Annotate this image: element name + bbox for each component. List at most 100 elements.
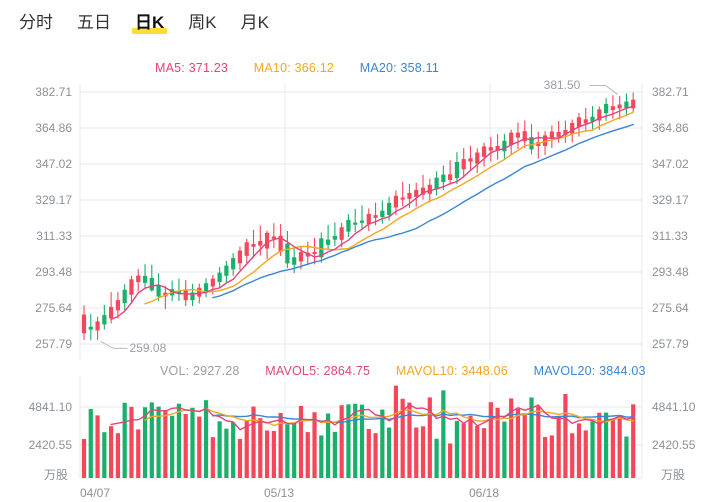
volume-bar (570, 433, 575, 478)
volume-bar (542, 436, 548, 478)
candle-body (339, 227, 344, 240)
tab-label: 日K (135, 12, 165, 32)
volume-bar (339, 405, 344, 478)
volume-bar (461, 423, 466, 478)
volume-bar (88, 409, 93, 478)
ma20-line (212, 123, 634, 299)
candle-body (441, 174, 446, 182)
candle-body (190, 292, 195, 301)
candle-body (353, 222, 358, 225)
volume-bar (583, 430, 588, 478)
volume-unit-right: 万股 (661, 468, 686, 482)
candle-body (244, 242, 249, 256)
volume-bar (495, 407, 500, 478)
price-axis-tick-left: 347.02 (35, 156, 72, 171)
volume-bar (631, 404, 636, 478)
ma10-legend-value: MA10: 366.12 (253, 61, 335, 75)
volume-bar (359, 404, 365, 478)
price-axis-tick-right: 311.33 (652, 228, 688, 243)
candle-body (481, 146, 487, 157)
volume-bar (142, 407, 148, 478)
volume-bar (237, 438, 243, 478)
candle-body (542, 135, 548, 146)
volume-bar (129, 406, 134, 478)
ma5-line (110, 105, 634, 321)
price-axis-tick-left: 382.71 (35, 85, 72, 99)
volume-bar (224, 428, 229, 478)
tab-wuri[interactable]: 五日 (76, 11, 112, 35)
candle-body (149, 277, 154, 291)
volume-bar (217, 421, 222, 478)
volume-bar (176, 403, 182, 478)
tab-rik[interactable]: 日K (132, 11, 168, 35)
volume-bar (420, 426, 426, 478)
price-axis-tick-right: 382.71 (652, 85, 689, 99)
candle-body (251, 244, 256, 247)
volume-bar (597, 412, 602, 478)
price-axis-tick-left: 257.79 (35, 337, 72, 351)
volume-bar (203, 400, 209, 478)
candle-body (603, 103, 609, 114)
tab-zhouk[interactable]: 周K (187, 11, 217, 35)
volume-bar (624, 436, 629, 478)
candle-body (427, 184, 432, 194)
candle-body (81, 314, 87, 334)
candle-body (420, 187, 426, 195)
candle-body (576, 117, 582, 127)
high-price-annotation: 381.50 (543, 78, 581, 93)
volume-axis-tick-left: 2420.55 (28, 438, 72, 452)
candle-body (258, 240, 263, 246)
price-axis-tick-right: 293.48 (652, 265, 689, 279)
volume-bar (149, 402, 154, 478)
candle-body (122, 289, 127, 304)
candle-body (156, 285, 161, 297)
candle-body (475, 152, 480, 164)
volume-bar (509, 398, 514, 478)
volume-bar (122, 402, 127, 478)
volume-bar (407, 402, 412, 478)
volume-bar (115, 433, 121, 478)
candle-body (610, 106, 615, 111)
candle-body (224, 265, 229, 276)
ma5-legend-value: MA5: 371.23 (155, 61, 229, 75)
volume-bar (427, 397, 432, 478)
candle-body (142, 275, 148, 283)
volume-bar (556, 416, 561, 478)
tab-yuek[interactable]: 月K (240, 11, 270, 35)
candle-body (359, 220, 365, 223)
volume-bar (481, 428, 487, 478)
vol-legend-value: VOL: 2927.28 (160, 364, 240, 378)
candle-body (414, 189, 419, 197)
volume-bar (319, 435, 324, 478)
candle-body (590, 116, 595, 122)
volume-bar (529, 397, 534, 478)
candle-body (380, 210, 385, 218)
candle-body (583, 119, 588, 124)
mavol20-legend-value: MAVOL20: 3844.03 (533, 364, 646, 378)
candle-body (292, 257, 297, 265)
candle-body (366, 213, 371, 225)
volume-bar (475, 425, 480, 478)
volume-bar (563, 394, 568, 478)
volume-bar (400, 398, 405, 478)
volume-bar (414, 427, 419, 478)
candle-body (203, 283, 209, 291)
price-axis-tick-right: 347.02 (652, 156, 689, 171)
low-annotation-leader (100, 340, 128, 349)
candle-body (468, 158, 473, 162)
volume-bar (292, 422, 297, 478)
price-axis-tick-right: 275.64 (652, 300, 689, 315)
volume-bar (393, 385, 399, 478)
mavol10-line (144, 407, 634, 427)
candle-body (298, 252, 304, 262)
candle-body (237, 250, 243, 264)
candle-body (515, 132, 521, 138)
volume-bar (441, 390, 446, 478)
tab-fenshi[interactable]: 分时 (18, 11, 54, 35)
candle-body (285, 243, 290, 264)
candle-body (495, 146, 500, 151)
volume-bar (163, 410, 168, 478)
volume-bar (271, 430, 276, 478)
candle-body (570, 122, 575, 134)
